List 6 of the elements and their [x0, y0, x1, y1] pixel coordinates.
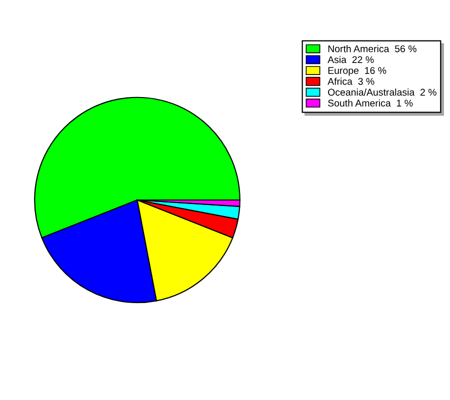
legend-label: Oceania/Australasia 2 % — [328, 88, 436, 96]
legend-label: Europe 16 % — [328, 67, 386, 76]
legend-label: South America 1 % — [328, 99, 413, 107]
legend-label: Africa 3 % — [328, 78, 374, 85]
legend-label: North America 56 % — [328, 45, 416, 52]
legend-label: Asia 22 % — [328, 56, 374, 64]
